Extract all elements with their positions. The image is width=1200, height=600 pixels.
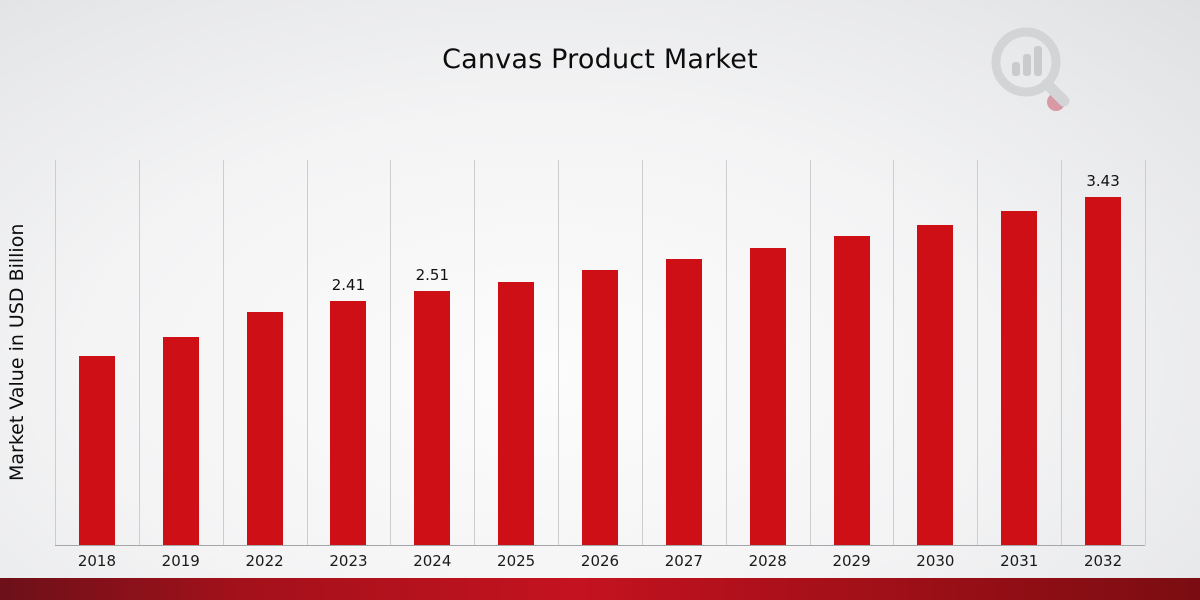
- bar-value-label: 2.51: [415, 266, 449, 284]
- bar-2025: [498, 282, 534, 545]
- bar-2022: [247, 312, 283, 545]
- bar-2024: [414, 291, 450, 545]
- x-tick-label: 2026: [580, 552, 620, 570]
- x-tick-label: 2032: [1083, 552, 1123, 570]
- bar-value-label: 3.43: [1086, 172, 1120, 190]
- bar-2031: [1001, 211, 1037, 545]
- logo-lens-circle: [991, 27, 1061, 97]
- footer-accent-band: [0, 578, 1200, 600]
- gridline: [223, 160, 224, 545]
- bar-value-label: 2.41: [331, 276, 366, 294]
- x-tick-label: 2029: [832, 552, 871, 570]
- x-tick-label: 2031: [1000, 552, 1039, 570]
- logo-bar-large: [1034, 46, 1042, 76]
- x-tick-label: 2025: [497, 552, 536, 570]
- gridline: [1061, 160, 1062, 545]
- gridline: [893, 160, 894, 545]
- bar-2026: [582, 270, 618, 545]
- bar-2019: [163, 337, 199, 545]
- bar-2027: [666, 259, 702, 545]
- bar-2032: [1085, 197, 1121, 545]
- x-tick-label: 2030: [916, 552, 955, 570]
- x-tick-label: 2022: [245, 552, 284, 570]
- gridline: [390, 160, 391, 545]
- gridline: [642, 160, 643, 545]
- chart-title: Canvas Product Market: [442, 44, 758, 75]
- bar-2018: [79, 356, 115, 545]
- plot-area: 2018 2019 2022 2.41 2023 2.51 2024 2025 2026 2027…: [55, 160, 1146, 570]
- gridline: [558, 160, 559, 545]
- x-tick-label: 2024: [413, 552, 452, 570]
- bar-2023: [330, 301, 366, 545]
- bar-2030: [917, 225, 953, 545]
- x-tick-label: 2028: [748, 552, 787, 570]
- x-tick-label: 2023: [329, 552, 368, 570]
- x-tick-label: 2019: [161, 552, 200, 570]
- gridline: [810, 160, 811, 545]
- gridline: [55, 160, 56, 545]
- logo-handle: [1041, 78, 1070, 107]
- gridline: [474, 160, 475, 545]
- gridline: [139, 160, 140, 545]
- logo-bar-small: [1012, 62, 1020, 76]
- x-tick-label: 2018: [77, 552, 117, 570]
- gridline: [1145, 160, 1146, 545]
- logo-bar-medium: [1023, 54, 1031, 76]
- gridline: [977, 160, 978, 545]
- gridline: [726, 160, 727, 545]
- magnifier-bar-chart-icon: [991, 27, 1070, 111]
- bar-2028: [750, 248, 786, 545]
- x-tick-label: 2027: [664, 552, 703, 570]
- y-axis-label: Market Value in USD Billion: [6, 223, 28, 482]
- gridline: [307, 160, 308, 545]
- bar-2029: [834, 236, 870, 545]
